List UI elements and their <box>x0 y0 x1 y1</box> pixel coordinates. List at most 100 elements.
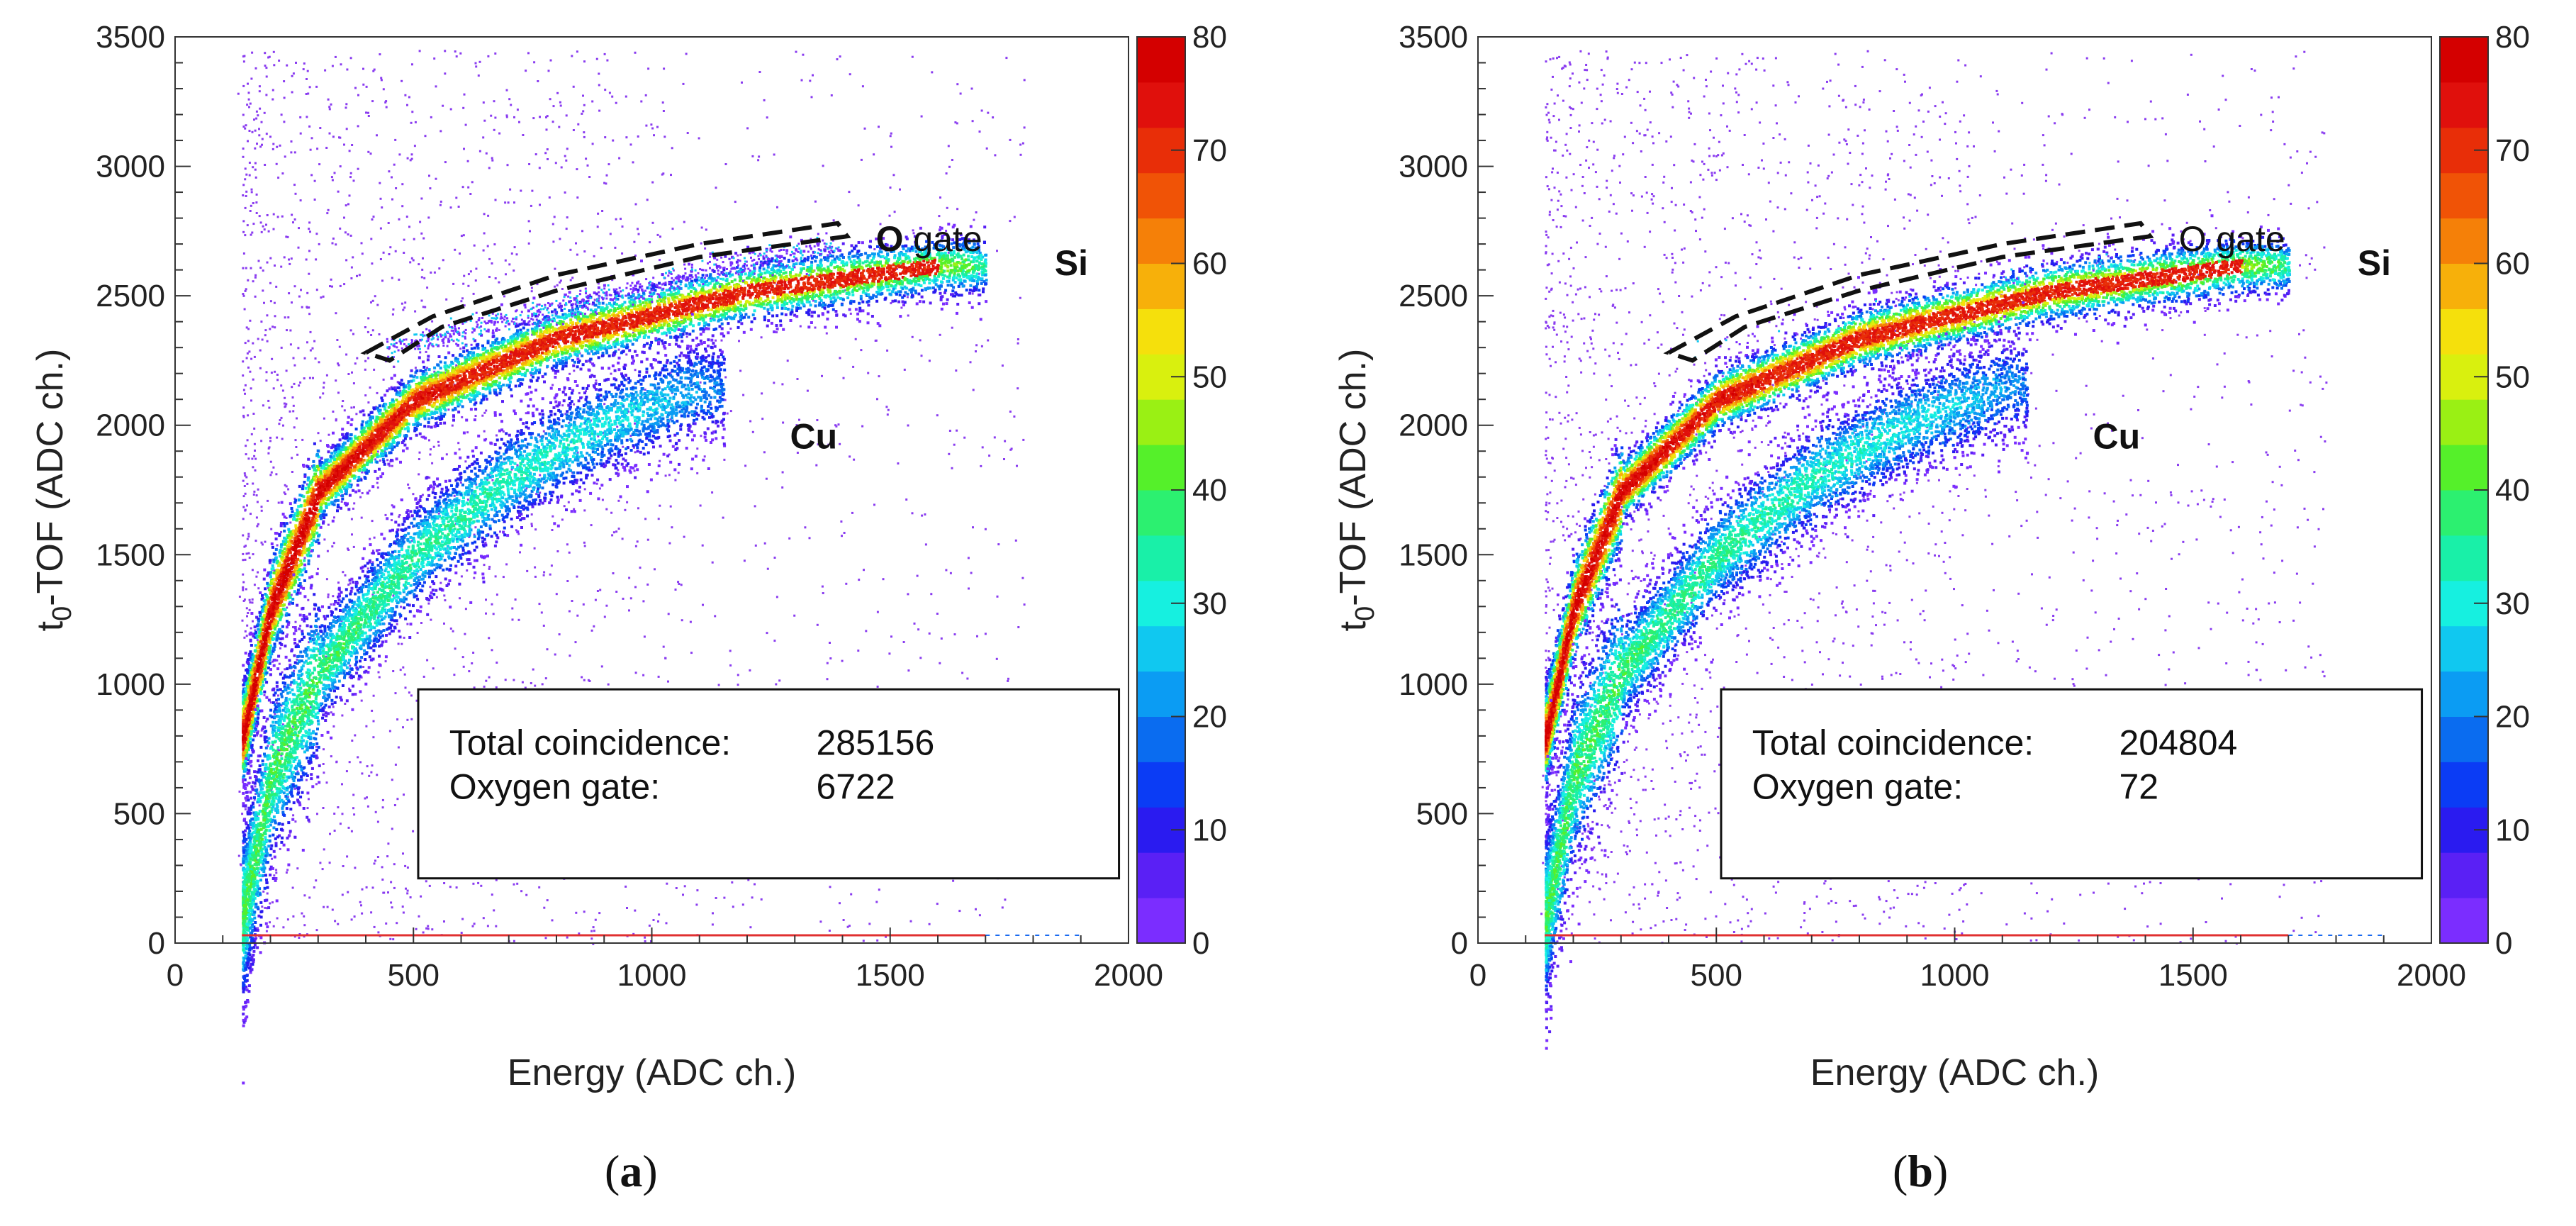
scatter-point <box>445 298 448 301</box>
scatter-point <box>350 830 353 832</box>
scatter-point <box>271 98 274 101</box>
scatter-point <box>971 292 974 295</box>
scatter-point <box>427 925 430 927</box>
scatter-point <box>409 261 412 264</box>
band-point <box>308 516 311 520</box>
scatter-point <box>669 418 672 420</box>
scatter-point <box>636 540 639 543</box>
scatter-point <box>632 932 635 935</box>
scatter-point <box>656 126 659 128</box>
scatter-point <box>617 528 620 530</box>
scatter-point <box>308 306 310 309</box>
scatter-point <box>632 161 634 164</box>
band-point <box>976 242 980 245</box>
scatter-point <box>1007 677 1009 680</box>
scatter-point <box>699 381 702 384</box>
scatter-point <box>258 793 261 796</box>
band-point <box>753 317 756 321</box>
scatter-point <box>315 745 318 748</box>
scatter-point <box>347 203 349 206</box>
band-point <box>342 441 346 445</box>
scatter-point <box>729 664 732 667</box>
scatter-point <box>276 374 279 376</box>
scatter-point <box>382 251 385 254</box>
scatter-point <box>551 529 554 531</box>
scatter-point <box>595 379 598 382</box>
scatter-point <box>621 225 624 228</box>
band-point <box>248 670 252 673</box>
scatter-point <box>294 192 297 195</box>
scatter-point <box>418 915 420 918</box>
band-point <box>269 571 273 574</box>
scatter-point <box>600 247 603 250</box>
scatter-point <box>386 459 389 462</box>
scatter-point <box>460 575 463 578</box>
scatter-point <box>303 377 306 380</box>
scatter-point <box>699 504 702 507</box>
scatter-point <box>945 569 948 572</box>
scatter-point <box>702 603 704 606</box>
scatter-point <box>723 458 726 461</box>
scatter-point <box>293 787 296 790</box>
scatter-point <box>247 535 250 538</box>
scatter-point <box>401 79 403 82</box>
scatter-point <box>265 94 268 96</box>
scatter-point <box>280 754 283 757</box>
scatter-point <box>242 559 245 562</box>
band-point <box>948 277 951 280</box>
scatter-point <box>472 292 475 295</box>
scatter-point <box>354 362 357 365</box>
band-point <box>403 427 407 430</box>
scatter-point <box>330 755 332 758</box>
scatter-point <box>554 267 556 270</box>
scatter-point <box>369 386 371 389</box>
band-point <box>281 631 285 635</box>
scatter-point <box>424 306 427 308</box>
scatter-point <box>653 134 655 137</box>
scatter-point <box>263 228 266 231</box>
scatter-point <box>265 75 268 78</box>
scatter-point <box>272 466 275 469</box>
scatter-point <box>916 574 919 577</box>
band-point <box>284 613 288 617</box>
scatter-point <box>449 628 452 630</box>
band-point <box>567 357 571 360</box>
scatter-point <box>505 273 507 276</box>
scatter-point <box>515 253 518 256</box>
scatter-point <box>1007 679 1009 682</box>
scatter-point <box>352 807 354 810</box>
scatter-point <box>387 222 390 224</box>
scatter-point <box>696 447 699 450</box>
band-point <box>836 296 840 299</box>
scatter-point <box>308 228 310 230</box>
scatter-point <box>816 419 819 421</box>
scatter-point <box>308 377 311 379</box>
scatter-point <box>291 213 293 216</box>
scatter-point <box>634 51 637 54</box>
scatter-point <box>758 71 761 73</box>
scatter-point <box>491 893 493 896</box>
scatter-point <box>261 138 264 140</box>
scatter-point <box>379 197 382 200</box>
scatter-point <box>610 372 612 375</box>
band-point <box>650 287 654 291</box>
scatter-point <box>931 71 934 74</box>
scatter-point <box>482 101 485 104</box>
scatter-point <box>432 489 435 491</box>
scatter-point <box>275 285 278 288</box>
band-point <box>296 603 299 607</box>
band-point <box>708 274 712 278</box>
scatter-point <box>244 127 247 130</box>
scatter-point <box>760 336 763 339</box>
scatter-point <box>243 472 246 475</box>
scatter-point <box>912 232 915 235</box>
band-point <box>614 292 617 296</box>
band-point <box>853 277 856 280</box>
band-point <box>271 564 274 567</box>
band-point <box>313 468 316 472</box>
scatter-point <box>318 163 321 166</box>
band-point <box>637 325 640 328</box>
band-point <box>424 413 427 417</box>
scatter-point <box>537 80 539 82</box>
scatter-point <box>264 770 267 773</box>
